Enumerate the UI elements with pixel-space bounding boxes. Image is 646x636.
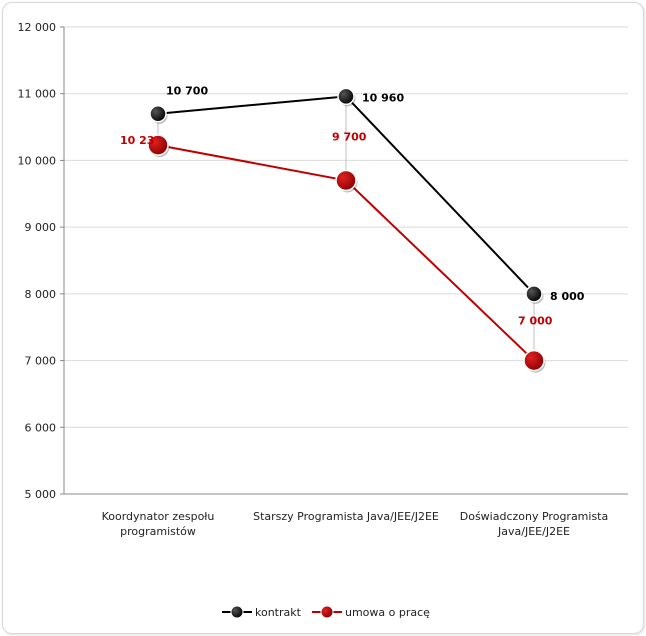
- y-tick-label: 7 000: [25, 355, 57, 368]
- axes: 5 000 6 000 7 000 8 000 9 000 10 000 11 000 12 …: [18, 21, 628, 538]
- x-tick-label: Java/JEE/J2EE: [497, 525, 570, 538]
- data-point: [335, 169, 357, 192]
- data-point: [523, 349, 545, 372]
- data-point: [147, 134, 169, 156]
- data-label: 10 23: [120, 134, 154, 147]
- data-label: 10 700: [166, 85, 208, 98]
- y-tick-label: 5 000: [25, 488, 57, 501]
- data-point: [337, 87, 355, 106]
- data-labels: 10 700 10 960 8 000 10 23 9 700 7 000: [120, 85, 585, 328]
- y-tick-label: 9 000: [25, 221, 57, 234]
- legend-marker: [320, 605, 334, 619]
- legend-marker: [230, 605, 244, 619]
- series-markers: [147, 87, 546, 373]
- data-point: [149, 104, 167, 123]
- legend-label: umowa o pracę: [345, 606, 430, 619]
- y-tick-label: 12 000: [18, 21, 57, 34]
- x-tick-label: Starszy Programista Java/JEE/J2EE: [253, 510, 439, 523]
- y-tick-label: 10 000: [18, 154, 57, 167]
- y-tick-label: 8 000: [25, 288, 57, 301]
- x-tick-label: programistów: [120, 525, 196, 538]
- data-label: 7 000: [518, 315, 553, 328]
- legend-label: kontrakt: [255, 606, 302, 619]
- data-point: [525, 285, 543, 303]
- data-label: 10 960: [362, 91, 404, 104]
- x-tick-label: Koordynator zespołu: [102, 510, 215, 523]
- data-label: 9 700: [332, 130, 367, 143]
- data-label: 8 000: [550, 290, 585, 303]
- y-tick-label: 6 000: [25, 421, 57, 434]
- x-tick-label: Doświadczony Programista: [460, 510, 609, 523]
- y-tick-label: 11 000: [18, 88, 57, 101]
- legend: kontrakt umowa o pracę: [222, 605, 430, 619]
